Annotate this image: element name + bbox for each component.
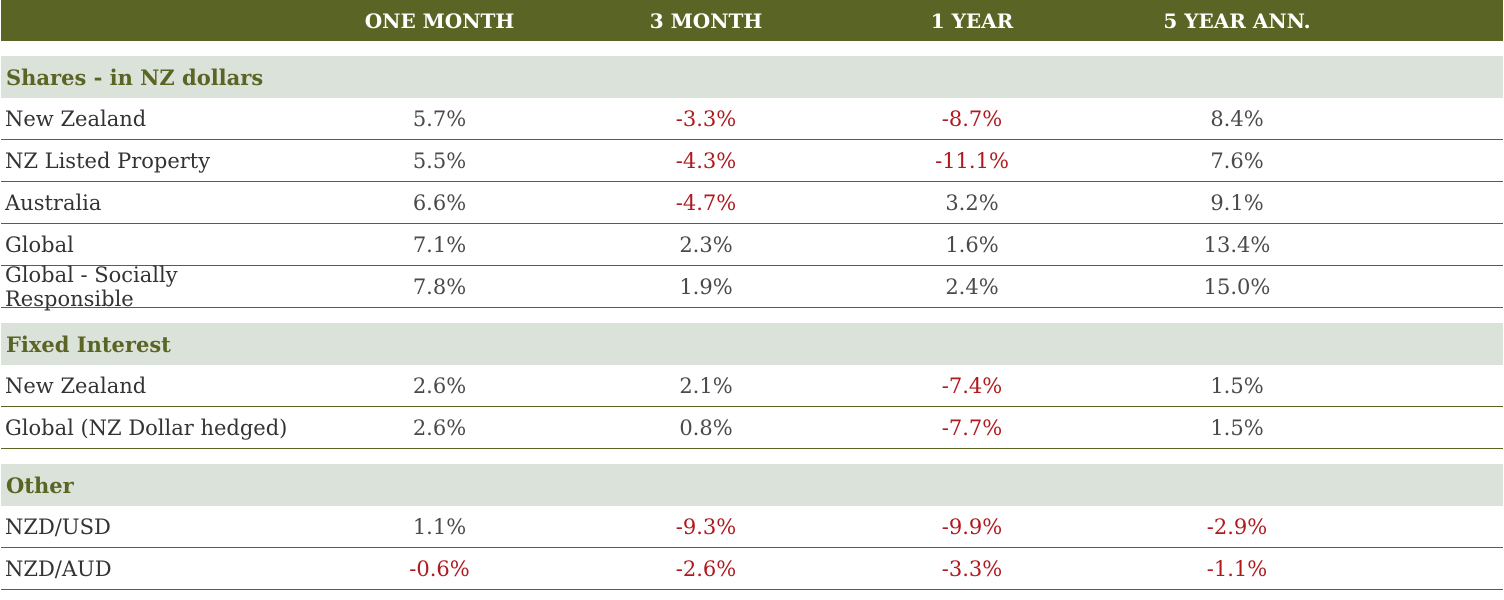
value-cell: 2.3% [679, 232, 733, 257]
row-label: NZD/AUD [5, 556, 112, 581]
value-cell: 3.2% [945, 190, 999, 215]
value-cell: 2.1% [679, 373, 733, 398]
value-cell: -9.3% [675, 514, 737, 539]
value-cell: -1.1% [1206, 556, 1268, 581]
value-cell: 7.1% [412, 232, 467, 257]
row-label: Global (NZ Dollar hedged) [5, 415, 288, 440]
row-label: Australia [5, 190, 102, 215]
value-cell: -3.3% [675, 106, 737, 131]
value-cell: 8.4% [1210, 106, 1264, 131]
value-cell: 2.6% [412, 373, 467, 398]
row-label: Global [5, 232, 74, 257]
value-cell: 2.4% [945, 274, 999, 299]
value-cell: 1.6% [945, 232, 999, 257]
header-5-year-ann: 5 YEAR ANN. [1163, 8, 1311, 33]
value-cell: -11.1% [935, 148, 1009, 173]
row-label: Global - Socially Responsible [5, 262, 178, 311]
value-cell: 1.1% [412, 514, 467, 539]
section-title: Fixed Interest [1, 323, 1503, 365]
value-cell: -7.7% [941, 415, 1003, 440]
value-cell: 7.6% [1210, 148, 1264, 173]
section-shares: Shares - in NZ dollars New Zealand 5.7% … [1, 56, 1503, 311]
value-cell: -7.4% [941, 373, 1003, 398]
value-cell: 15.0% [1203, 274, 1271, 299]
section-title: Shares - in NZ dollars [1, 56, 1503, 98]
value-cell: -9.9% [941, 514, 1003, 539]
table-row: NZ Listed Property 5.5% -4.3% -11.1% 7.6… [1, 140, 1503, 182]
value-cell: 13.4% [1203, 232, 1271, 257]
value-cell: 1.5% [1210, 415, 1264, 440]
table-row: New Zealand 5.7% -3.3% -8.7% 8.4% [1, 98, 1503, 140]
table-header: ONE MONTH 3 MONTH 1 YEAR 5 YEAR ANN. [1, 0, 1503, 41]
value-cell: 1.9% [679, 274, 733, 299]
value-cell: -2.9% [1206, 514, 1268, 539]
table-row: NZD/AUD -0.6% -2.6% -3.3% -1.1% [1, 548, 1503, 590]
section-title: Other [1, 464, 1503, 506]
section-fixed-interest: Fixed Interest New Zealand 2.6% 2.1% -7.… [1, 323, 1503, 449]
value-cell: 5.5% [412, 148, 467, 173]
value-cell: 1.5% [1210, 373, 1264, 398]
value-cell: 0.8% [679, 415, 733, 440]
value-cell: -4.3% [675, 148, 737, 173]
section-other: Other NZD/USD 1.1% -9.3% -9.9% -2.9% NZD… [1, 464, 1503, 590]
value-cell: 9.1% [1210, 190, 1264, 215]
header-one-month: ONE MONTH [364, 8, 515, 33]
row-label: New Zealand [5, 106, 147, 131]
row-label: NZD/USD [5, 514, 111, 539]
row-label: New Zealand [5, 373, 147, 398]
value-cell: -8.7% [941, 106, 1003, 131]
value-cell: 6.6% [412, 190, 467, 215]
value-cell: -4.7% [675, 190, 737, 215]
value-cell: -0.6% [409, 556, 470, 581]
header-1-year: 1 YEAR [930, 8, 1014, 33]
table-row: NZD/USD 1.1% -9.3% -9.9% -2.9% [1, 506, 1503, 548]
value-cell: 5.7% [412, 106, 467, 131]
table-row: Global (NZ Dollar hedged) 2.6% 0.8% -7.7… [1, 407, 1503, 449]
value-cell: -3.3% [941, 556, 1003, 581]
value-cell: 7.8% [412, 274, 467, 299]
row-label: NZ Listed Property [5, 148, 211, 173]
value-cell: 2.6% [412, 415, 467, 440]
table-row: Global - Socially Responsible 7.8% 1.9% … [1, 262, 1503, 311]
table-row: Global 7.1% 2.3% 1.6% 13.4% [1, 224, 1503, 266]
value-cell: -2.6% [675, 556, 737, 581]
table-row: Australia 6.6% -4.7% 3.2% 9.1% [1, 182, 1503, 224]
header-3-month: 3 MONTH [649, 8, 763, 33]
table-row: New Zealand 2.6% 2.1% -7.4% 1.5% [1, 365, 1503, 407]
